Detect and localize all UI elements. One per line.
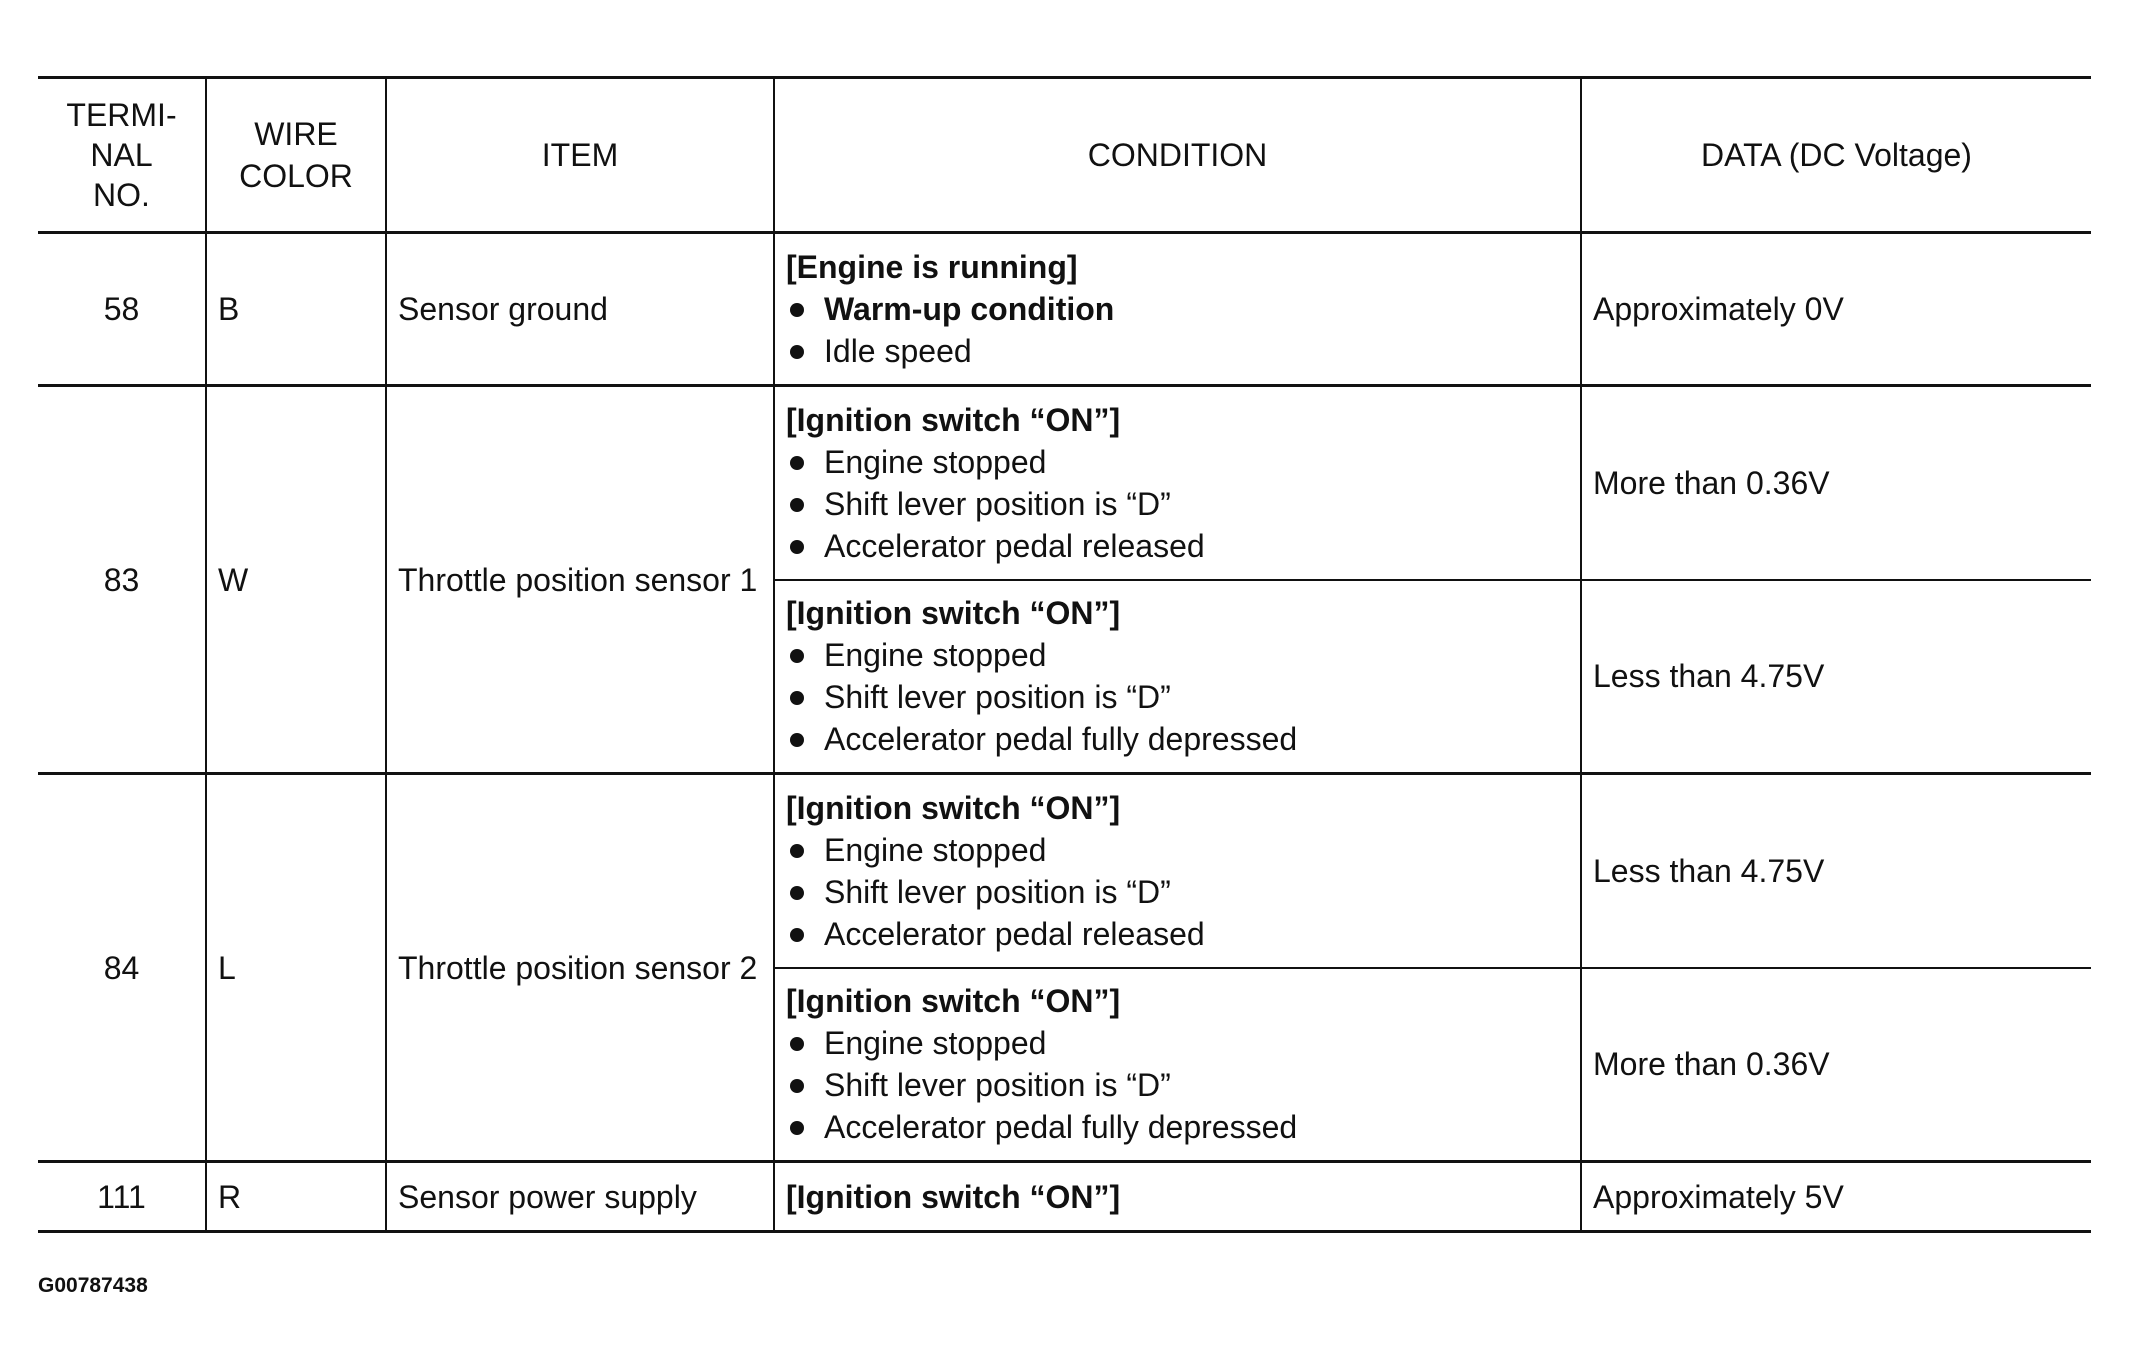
wire-color: R [205, 1160, 387, 1233]
data-value: More than 0.36V [1580, 384, 2091, 581]
condition-heading: [Ignition switch “ON”] [786, 595, 1121, 632]
header-wire-color: WIRE COLOR [205, 76, 387, 234]
table-row: [Ignition switch “ON”] Engine stopped Shif… [38, 966, 2091, 1163]
terminal-no: 111 [38, 1160, 207, 1233]
condition-item: Engine stopped [786, 1022, 1569, 1064]
header-item: ITEM [385, 76, 775, 234]
condition-cell: [Ignition switch “ON”] [773, 1160, 1582, 1233]
terminal-data-table: TERMI- NAL NO. WIRE COLOR ITEM CONDITION… [38, 76, 2091, 1233]
condition-heading: [Ignition switch “ON”] [786, 401, 1121, 438]
condition-item: Engine stopped [786, 634, 1569, 676]
condition-item: Accelerator pedal fully depressed [786, 718, 1569, 760]
condition-item: Accelerator pedal fully depressed [786, 1106, 1569, 1148]
item: Throttle position sensor 2 [385, 772, 775, 1163]
condition-item: Idle speed [786, 330, 1569, 372]
condition-item: Engine stopped [786, 441, 1569, 483]
item: Sensor ground [385, 231, 775, 387]
table-row: 58 B Sensor ground [Engine is running] Warm-… [38, 231, 2091, 387]
condition-cell: [Engine is running] Warm-up condition Idle… [773, 231, 1582, 387]
terminal-no: 58 [38, 231, 207, 387]
item: Throttle position sensor 1 [385, 384, 775, 775]
condition-item: Shift lever position is “D” [786, 871, 1569, 913]
wire-color: B [205, 231, 387, 387]
condition-heading: [Engine is running] [786, 249, 1078, 285]
condition-list: Engine stopped Shift lever position is “D… [786, 829, 1569, 955]
data-value: More than 0.36V [1580, 966, 2091, 1163]
header-data: DATA (DC Voltage) [1580, 76, 2091, 234]
condition-item: Shift lever position is “D” [786, 1064, 1569, 1106]
condition-item: Accelerator pedal released [786, 525, 1569, 567]
data-value: Less than 4.75V [1580, 772, 2091, 969]
wire-color: L [205, 772, 387, 1163]
item: Sensor power supply [385, 1160, 775, 1233]
terminal-no: 83 [38, 384, 207, 775]
table-row: 84 L Throttle position sensor 2 [Ignition s… [38, 772, 2091, 1163]
condition-cell: [Ignition switch “ON”] Engine stopped Shif… [774, 966, 1582, 1163]
condition-heading: [Ignition switch “ON”] [786, 983, 1121, 1020]
data-value: Approximately 5V [1580, 1160, 2091, 1233]
data-value: Less than 4.75V [1580, 578, 2091, 775]
condition-cell: [Ignition switch “ON”] Engine stopped Shif… [774, 578, 1582, 775]
header-terminal: TERMI- NAL NO. [38, 76, 207, 234]
wire-color: W [205, 384, 387, 775]
condition-list: Engine stopped Shift lever position is “D… [786, 634, 1569, 760]
table-row: [Ignition switch “ON”] Engine stopped Shif… [38, 578, 2091, 775]
condition-cell: [Ignition switch “ON”] Engine stopped Shif… [773, 772, 1582, 969]
header-row: TERMI- NAL NO. WIRE COLOR ITEM CONDITION… [38, 76, 2091, 234]
figure-id: G00787438 [38, 1274, 148, 1297]
condition-heading: [Ignition switch “ON”] [786, 789, 1121, 826]
condition-item: Accelerator pedal released [786, 913, 1569, 955]
data-value: Approximately 0V [1580, 231, 2091, 387]
table-row: 83 W Throttle position sensor 1 [Ignition s… [38, 384, 2091, 775]
condition-item: Shift lever position is “D” [786, 483, 1569, 525]
table-row: 111 R Sensor power supply [Ignition switch … [38, 1160, 2091, 1233]
condition-list: Warm-up condition Idle speed [786, 288, 1569, 372]
condition-item: Warm-up condition [786, 288, 1569, 330]
condition-item: Shift lever position is “D” [786, 676, 1569, 718]
terminal-no: 84 [38, 772, 207, 1163]
condition-list: Engine stopped Shift lever position is “D… [786, 1022, 1569, 1148]
header-condition: CONDITION [773, 76, 1582, 234]
condition-heading: [Ignition switch “ON”] [786, 1178, 1121, 1215]
condition-list: Engine stopped Shift lever position is “D… [786, 441, 1569, 567]
condition-cell: [Ignition switch “ON”] Engine stopped Shif… [773, 384, 1582, 581]
condition-item: Engine stopped [786, 829, 1569, 871]
